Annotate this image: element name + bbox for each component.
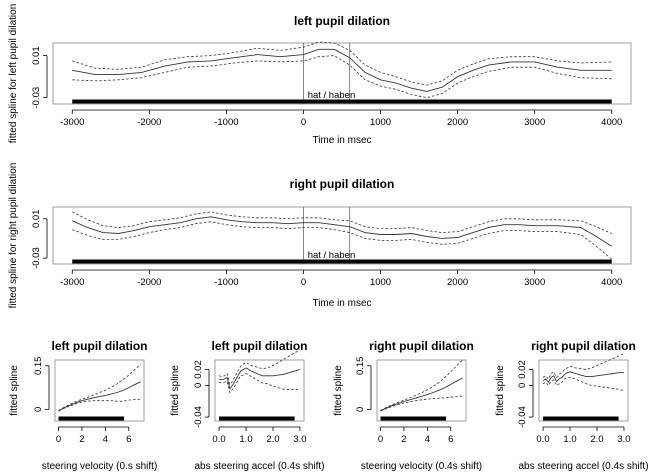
fitted-spline-line <box>72 216 612 247</box>
x-tick-label: 4 <box>425 434 430 445</box>
panel-6: right pupil dilation abs steering accel (… <box>495 339 649 472</box>
panel-4: left pupil dilation abs steering accel (0… <box>170 339 325 472</box>
plot-frame <box>52 42 632 105</box>
plot-frame <box>214 359 305 422</box>
confidence-band-line <box>380 359 463 411</box>
x-tick-label: 3000 <box>524 277 545 288</box>
y-axis-label: fitted spline <box>170 365 181 416</box>
fitted-spline-line <box>542 371 624 383</box>
x-axis-label: abs steering accel (0.4s shift) <box>518 461 648 472</box>
confidence-band-line <box>72 221 612 260</box>
confidence-band-line <box>72 55 612 99</box>
confidence-band-line <box>72 211 612 234</box>
confidence-band-line <box>58 364 141 411</box>
x-axis-label: Time in msec <box>312 135 371 146</box>
x-axis-label: abs steering accel (0.4s shift) <box>194 461 324 472</box>
fitted-spline-line <box>380 377 463 412</box>
x-axis-label: steering velocity (0.4s shift) <box>361 461 482 472</box>
x-tick-label: 2 <box>79 434 84 445</box>
x-tick-label: -3000 <box>60 117 84 128</box>
y-tick-label: 0.01 <box>31 46 42 65</box>
y-axis-label: fitted spline <box>333 365 344 416</box>
y-tick-label: 0.02 <box>517 360 528 379</box>
y-axis-label: fitted spline for right pupil dilation <box>8 163 19 309</box>
y-tick-label: -0.03 <box>31 87 42 109</box>
x-tick-label: 4 <box>103 434 108 445</box>
chart-title: left pupil dilation <box>294 14 390 28</box>
x-tick-label: 2.0 <box>266 434 279 445</box>
x-tick-label: 1.0 <box>563 434 576 445</box>
x-tick-label: -1000 <box>214 117 238 128</box>
x-tick-label: 0 <box>301 117 306 128</box>
x-tick-label: 3.0 <box>617 434 630 445</box>
y-tick-label: -0.04 <box>517 406 528 428</box>
confidence-band-line <box>72 41 612 86</box>
y-tick-label: 0 <box>355 407 366 412</box>
y-tick-label: 0.15 <box>355 357 366 376</box>
y-tick-label: 0.01 <box>31 210 42 229</box>
x-tick-label: 4000 <box>601 117 622 128</box>
x-axis-label: Time in msec <box>312 298 371 309</box>
panel-3: left pupil dilation steering velocity (0.… <box>9 339 157 472</box>
y-tick-label: -0.03 <box>31 247 42 269</box>
y-tick-label: 0 <box>517 383 528 388</box>
x-tick-label: 3.0 <box>293 434 306 445</box>
x-tick-label: 0 <box>56 434 61 445</box>
y-axis-label: fitted spline for left pupil dilation <box>8 4 19 144</box>
annotation-label: hat / haben <box>308 250 356 261</box>
y-axis-label: fitted spline <box>9 365 20 416</box>
x-tick-label: 1.0 <box>239 434 252 445</box>
annotation-label: hat / haben <box>308 90 356 101</box>
y-tick-label: -0.04 <box>193 406 204 428</box>
confidence-band-line <box>542 353 625 380</box>
x-tick-label: 2.0 <box>590 434 603 445</box>
confidence-band-line <box>380 395 463 412</box>
y-axis-label: fitted spline <box>495 365 506 416</box>
x-tick-label: 1000 <box>370 117 391 128</box>
panel-2: right pupil dilation Time in msec fitted s… <box>8 163 632 309</box>
y-tick-label: 0 <box>193 383 204 388</box>
y-tick-label: 0.15 <box>33 357 44 376</box>
y-tick-label: 0.02 <box>193 360 204 379</box>
x-tick-label: 2000 <box>447 277 468 288</box>
chart-title: left pupil dilation <box>212 339 308 353</box>
chart-title: right pupil dilation <box>369 339 474 353</box>
x-tick-label: -3000 <box>60 277 84 288</box>
x-tick-label: 0.0 <box>212 434 225 445</box>
plot-frame <box>538 359 629 422</box>
confidence-band-line <box>542 377 625 392</box>
confidence-band-line <box>58 398 141 412</box>
plot-frame <box>54 359 145 422</box>
x-tick-label: -1000 <box>214 277 238 288</box>
fitted-spline-line <box>72 48 612 92</box>
chart-title: right pupil dilation <box>531 339 636 353</box>
fitted-spline-line <box>58 381 141 412</box>
plot-frame <box>376 359 467 422</box>
x-tick-label: -2000 <box>137 117 161 128</box>
x-axis-label: steering velocity (0.s shift) <box>42 461 158 472</box>
x-tick-label: 3000 <box>524 117 545 128</box>
panel-1: left pupil dilation Time in msec fitted sp… <box>8 4 632 146</box>
plot-frame <box>52 206 632 265</box>
x-tick-label: 6 <box>448 434 453 445</box>
confidence-band-line <box>218 349 301 386</box>
x-tick-label: -2000 <box>137 277 161 288</box>
x-tick-label: 1000 <box>370 277 391 288</box>
chart-title: right pupil dilation <box>290 177 395 191</box>
panel-5: right pupil dilation steering velocity (0… <box>333 339 482 472</box>
x-tick-label: 6 <box>126 434 131 445</box>
x-tick-label: 0.0 <box>536 434 549 445</box>
fitted-spline-line <box>218 367 301 390</box>
x-tick-label: 2 <box>401 434 406 445</box>
x-tick-label: 4000 <box>601 277 622 288</box>
x-tick-label: 0 <box>301 277 306 288</box>
x-tick-label: 0 <box>378 434 383 445</box>
x-tick-label: 2000 <box>447 117 468 128</box>
confidence-band-line <box>218 373 300 394</box>
chart-title: left pupil dilation <box>52 339 148 353</box>
y-tick-label: 0 <box>33 407 44 412</box>
